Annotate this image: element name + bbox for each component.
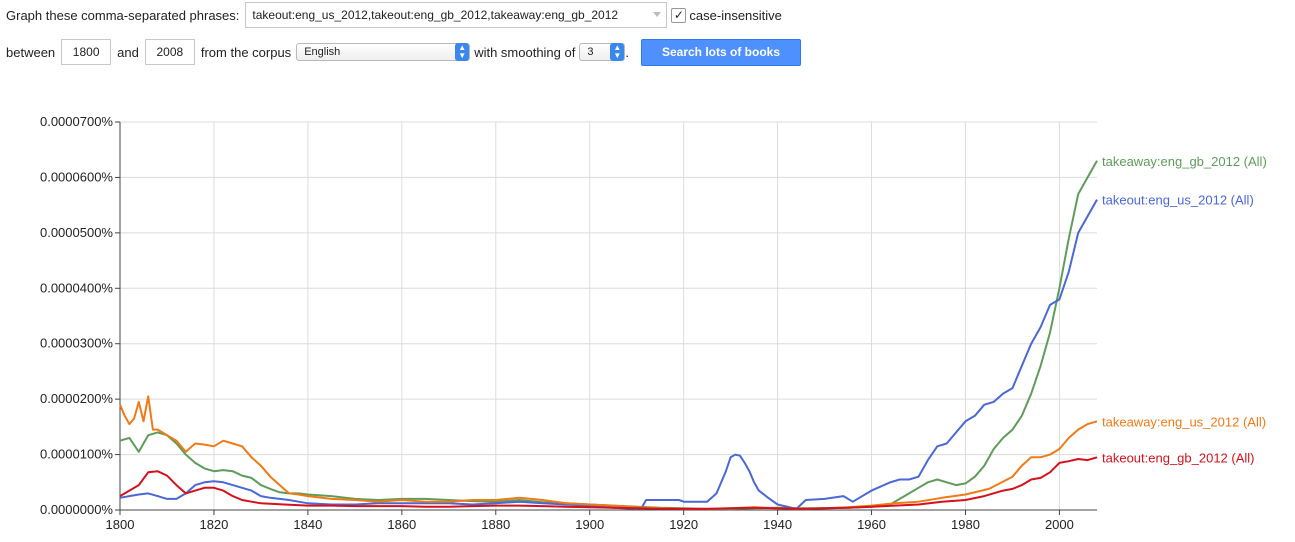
- series-label-2: takeout:eng_us_2012 (All): [1102, 193, 1254, 208]
- x-tick-label: 1920: [669, 517, 698, 532]
- y-tick-label: 0.0000100%: [40, 447, 113, 462]
- corpus-select[interactable]: English ▲ ▼: [296, 43, 471, 61]
- series-line-1: [119, 160, 1098, 510]
- between-label: between: [6, 44, 56, 60]
- x-tick-label: 1840: [293, 517, 322, 532]
- series-label-1: takeaway:eng_gb_2012 (All): [1102, 154, 1267, 169]
- x-tick-label: 1880: [481, 517, 510, 532]
- period-text: .: [625, 44, 629, 60]
- x-tick-label: 1860: [387, 517, 416, 532]
- x-tick-label: 1820: [199, 517, 228, 532]
- y-tick-label: 0.0000000%: [40, 502, 113, 517]
- phrases-input-value: takeout:eng_us_2012,takeout:eng_gb_2012,…: [252, 8, 619, 22]
- x-tick-label: 1980: [951, 517, 980, 532]
- options-row: between 1800 and 2008 from the corpus En…: [6, 38, 801, 66]
- smoothing-label: with smoothing of: [474, 44, 576, 60]
- x-tick-label: 1900: [575, 517, 604, 532]
- x-tick-label: 1960: [857, 517, 886, 532]
- dropdown-arrow-icon: [653, 12, 662, 17]
- select-arrows-icon: ▲ ▼: [455, 43, 470, 61]
- select-arrows-icon: ▲ ▼: [610, 43, 625, 61]
- query-row: Graph these comma-separated phrases: tak…: [6, 2, 782, 28]
- series-label-3: takeaway:eng_us_2012 (All): [1102, 414, 1266, 429]
- y-tick-label: 0.0000200%: [40, 391, 113, 406]
- y-tick-label: 0.0000300%: [40, 336, 113, 351]
- corpus-label: from the corpus: [200, 44, 292, 60]
- start-year-input[interactable]: 1800: [61, 39, 112, 65]
- checkmark-icon: ✓: [673, 8, 684, 22]
- phrases-input[interactable]: takeout:eng_us_2012,takeout:eng_gb_2012,…: [245, 2, 668, 28]
- series-line-2: [119, 199, 1098, 510]
- end-year-input[interactable]: 2008: [144, 39, 195, 65]
- x-tick-label: 2000: [1045, 517, 1074, 532]
- y-tick-label: 0.0000500%: [40, 225, 113, 240]
- case-insensitive-checkbox[interactable]: ✓: [671, 7, 687, 23]
- smoothing-select-value: 3: [587, 46, 594, 58]
- y-tick-label: 0.0000700%: [40, 114, 113, 129]
- smoothing-select[interactable]: 3 ▲ ▼: [579, 43, 626, 61]
- x-tick-label: 1940: [763, 517, 792, 532]
- corpus-select-value: English: [304, 46, 341, 58]
- x-tick-label: 1800: [106, 517, 135, 532]
- series-line-4: [119, 456, 1098, 510]
- and-label: and: [117, 44, 139, 60]
- y-tick-label: 0.0000600%: [40, 169, 113, 184]
- search-button[interactable]: Search lots of books: [640, 38, 801, 66]
- series-line-3: [119, 395, 1098, 510]
- case-insensitive-label: case-insensitive: [689, 7, 782, 23]
- series-label-4: takeout:eng_gb_2012 (All): [1102, 450, 1255, 465]
- y-tick-label: 0.0000400%: [40, 280, 113, 295]
- phrases-label: Graph these comma-separated phrases:: [6, 7, 240, 23]
